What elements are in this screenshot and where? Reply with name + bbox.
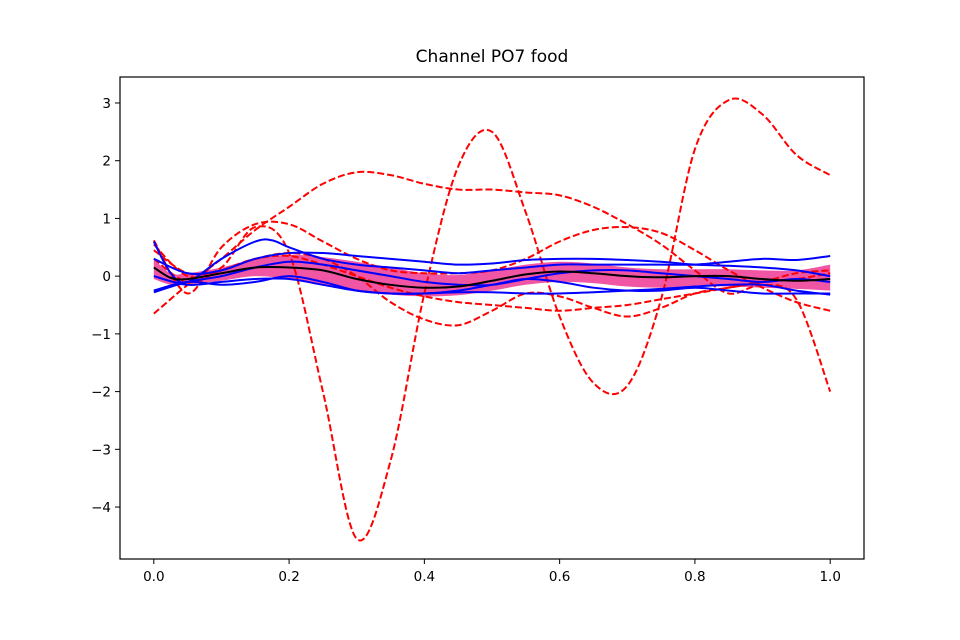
inlier-series-line-5 xyxy=(153,260,831,294)
inlier-series-line-4 xyxy=(153,275,831,296)
x-tick-label: 0.4 xyxy=(414,569,435,585)
x-tick-label: 0.6 xyxy=(549,569,570,585)
y-tick-label: 1 xyxy=(102,211,111,227)
mean-line xyxy=(153,265,831,289)
y-tick-label: −3 xyxy=(91,442,111,458)
plot-area xyxy=(152,97,832,542)
inlier-series-line-2 xyxy=(153,251,831,278)
axes: 0.0 0.2 0.4 0.6 0.8 1.0 3 2 1 0 −1 −2 −3 −4 xyxy=(91,96,841,585)
y-tick-label: 2 xyxy=(102,154,111,170)
plot-frame xyxy=(119,76,865,560)
x-tick-label: 0.8 xyxy=(684,569,705,585)
x-tick-label: 0.0 xyxy=(143,569,164,585)
y-tick-label: −2 xyxy=(91,385,111,401)
chart-title: Channel PO7 food xyxy=(416,47,569,67)
y-tick-label: −4 xyxy=(91,500,111,516)
x-tick-label: 0.2 xyxy=(278,569,299,585)
x-tick-label: 1.0 xyxy=(819,569,840,585)
y-tick-label: 0 xyxy=(102,269,111,285)
y-tick-label: −1 xyxy=(91,327,111,343)
y-tick-label: 3 xyxy=(102,96,111,112)
inlier-series-line-1 xyxy=(152,238,831,284)
